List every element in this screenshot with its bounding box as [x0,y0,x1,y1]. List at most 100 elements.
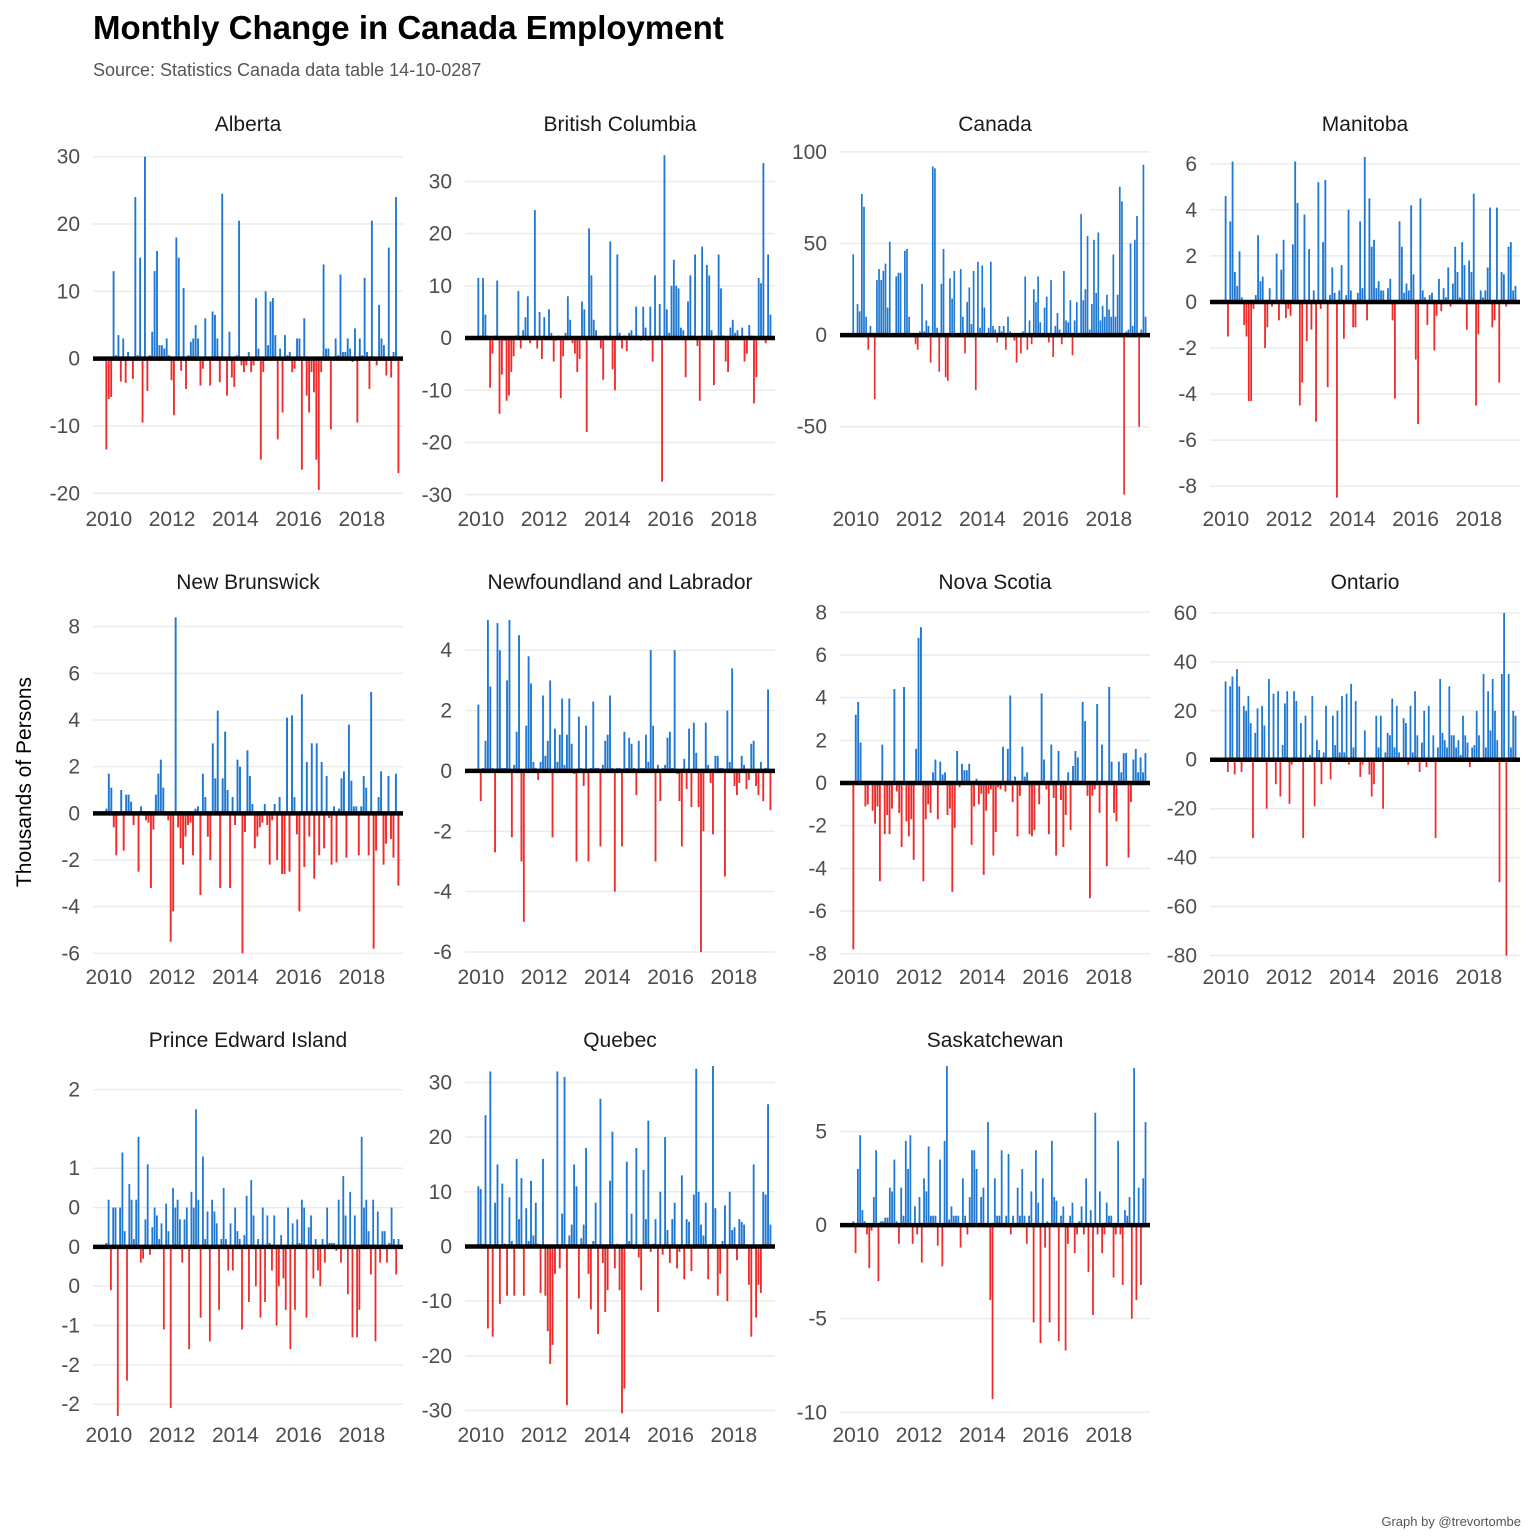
bar [1067,322,1070,336]
y-tick-label: 10 [57,280,80,303]
bar [635,1148,638,1247]
bar [716,755,719,771]
bar [582,1224,585,1247]
y-tick-label: -4 [808,857,827,880]
bar [925,320,928,336]
bar [900,1187,903,1226]
y-tick-label: -4 [1178,383,1197,406]
bar [183,1219,186,1247]
bar [975,1168,978,1226]
bar [1347,209,1350,302]
bar [107,773,110,814]
bar [908,316,910,336]
bar [177,813,180,828]
bar [1096,704,1099,783]
bar [1414,301,1417,360]
bar [592,1241,595,1247]
y-tick-label: 10 [429,1181,452,1204]
y-tick-label: -4 [433,881,452,904]
bar [1352,747,1355,760]
bar [525,1208,528,1247]
bar [1056,313,1059,336]
bar [1354,301,1357,328]
bar [1443,740,1446,760]
bar [981,265,984,336]
bar [755,338,758,378]
bar [261,1207,264,1247]
bar [747,1246,750,1285]
bar [1447,267,1450,302]
bar [688,728,690,771]
bar [1477,301,1480,335]
bar [1063,270,1065,336]
bar [310,358,313,373]
bar [395,1246,398,1275]
y-tick-label: 2 [68,1079,80,1102]
bar [1057,1225,1060,1342]
bar [526,296,529,339]
bar [1261,276,1264,302]
bar [1446,747,1448,760]
bar [536,338,539,349]
bar [999,783,1002,790]
bar [696,338,699,346]
bar [1138,335,1140,427]
bar [549,680,552,771]
bar [1316,740,1318,760]
bar [980,783,983,794]
bar [921,283,923,336]
bar [122,813,125,851]
bar [869,325,872,336]
bar [273,804,276,814]
bar [1373,239,1375,302]
bar [865,316,867,336]
bar [206,1211,209,1247]
bar [1033,783,1036,830]
x-tick-label: 2018 [711,966,758,989]
bar [303,318,306,359]
bar [767,1104,769,1247]
bar [683,758,686,771]
bar [559,338,562,399]
bar [158,345,161,359]
x-tick-label: 2014 [959,966,1006,989]
bar [938,335,941,372]
bar [762,163,765,339]
bar [520,1178,523,1247]
bar [105,808,108,814]
bar [189,341,192,359]
bar [110,358,113,398]
bar [664,764,667,771]
bar [288,351,291,359]
bar [194,325,197,359]
bar [588,228,590,339]
bar [1329,759,1332,780]
x-tick-label: 2018 [339,1424,386,1447]
bar [530,683,532,771]
y-tick-label: -2 [61,1393,80,1416]
bar [279,348,282,359]
bar [1263,725,1266,760]
bar [642,306,645,339]
bar [231,1246,234,1271]
bar [577,716,580,771]
bar [195,1109,197,1247]
bar [680,1175,683,1247]
bar [1058,329,1061,336]
bar [145,813,147,821]
bar [1240,297,1243,302]
bar [149,1246,151,1255]
bar [515,1158,518,1247]
bar [852,783,855,950]
bar [259,1246,262,1318]
bar [172,1187,174,1247]
bar [1055,783,1058,856]
bar [325,348,327,359]
bar [719,1246,722,1274]
bar [1455,747,1458,760]
bar [1380,290,1382,302]
x-tick-label: 2018 [1456,508,1503,531]
bar [315,743,318,814]
x-tick-label: 2016 [1022,1424,1069,1447]
panel-title: British Columbia [544,113,697,136]
